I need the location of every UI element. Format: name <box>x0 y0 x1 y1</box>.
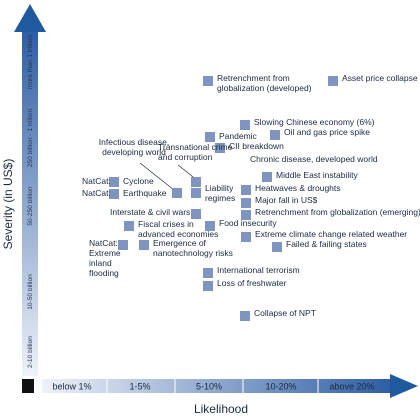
marker-fiscal-crises-in-advanced-economies <box>124 221 134 231</box>
risk-point-failed-failing-states: Failed & failing states <box>272 239 367 252</box>
y-tick-10-50-billion: 10-50 billion <box>27 274 34 310</box>
label-interstate-civil-wars: Interstate & civil wars <box>110 207 190 217</box>
y-axis-ticks: 2-10 billion 10-50 billion 50-250 billion 2… <box>27 35 34 368</box>
y-tick-50-250-billion: 50-250 billion <box>27 186 34 226</box>
label-liability-regimes: Liability regimes <box>205 183 235 203</box>
risk-point-cii-breakdown: CII breakdown <box>215 141 284 153</box>
risk-point-interstate-civil-wars: Interstate & civil wars <box>110 207 201 219</box>
marker-pandemic <box>205 132 215 142</box>
risk-point-fiscal-crises-in-advanced-economies: Fiscal crises in advanced economies <box>124 219 218 239</box>
risk-point-natcat-earthquake: NatCat: Earthquake <box>82 188 167 199</box>
marker-retrenchment-from-globalization-emerging <box>241 210 251 220</box>
label-transnational-crime-and-corruption: Transnational crime and corruption <box>158 142 233 162</box>
axis-origin-square <box>22 379 34 393</box>
risk-point-major-fall-in-us: Major fall in US$ <box>241 195 318 208</box>
label-major-fall-in-us: Major fall in US$ <box>255 195 318 205</box>
risk-point-asset-price-collapse: Asset price collapse <box>328 73 418 86</box>
marker-food-insecurity <box>205 221 215 231</box>
y-tick-more-than-1-trillion: more than 1 trillion <box>27 35 34 90</box>
label-slowing-chinese-economy-6: Slowing Chinese economy (6%) <box>254 117 375 127</box>
label-food-insecurity: Food insecurity <box>219 218 277 228</box>
x-axis-ticks: below 1% 1-5% 5-10% 10-20% above 20% <box>52 379 375 393</box>
marker-loss-of-freshwater <box>203 281 213 291</box>
marker-emergence-of-nanotechnology-risks <box>139 240 149 250</box>
risk-point-slowing-chinese-economy-6: Slowing Chinese economy (6%) <box>240 117 375 130</box>
risk-point-extreme-climate-change-related-weather: Extreme climate change related weather <box>241 229 407 242</box>
risk-point-infectious-disease-developing-world: Infectious disease, developing world <box>99 137 182 198</box>
marker-slowing-chinese-economy-6 <box>240 120 250 130</box>
label-infectious-disease-developing-world: Infectious disease, developing world <box>99 137 169 157</box>
risk-point-international-terrorism: International terrorism <box>203 265 300 278</box>
label-natcat-earthquake: NatCat: Earthquake <box>82 188 167 198</box>
marker-natcat-cyclone <box>109 177 119 187</box>
risk-point-retrenchment-from-globalization-emerging: Retrenchment from globalization (emergin… <box>241 207 420 220</box>
label-natcat-cyclone: NatCat: Cyclone <box>82 176 154 186</box>
risk-points: Retrenchment from globalization (develope… <box>82 73 420 321</box>
marker-transnational-crime-and-corruption <box>191 177 201 187</box>
x-axis-arrow <box>390 374 418 398</box>
label-collapse-of-npt: Collapse of NPT <box>254 308 316 318</box>
risk-point-emergence-of-nanotechnology-risks: Emergence of nanotechnology risks <box>139 238 233 258</box>
label-natcat-extreme-inland-flooding: NatCat: Extreme inland flooding <box>89 238 121 278</box>
risk-point-transnational-crime-and-corruption: Transnational crime and corruption <box>158 142 233 187</box>
y-axis-arrow <box>14 4 46 32</box>
y-axis-bar <box>22 32 38 376</box>
label-cii-breakdown: CII breakdown <box>229 141 284 151</box>
marker-liability-regimes <box>191 188 201 198</box>
label-failed-failing-states: Failed & failing states <box>286 239 367 249</box>
label-heatwaves-droughts: Heatwaves & droughts <box>255 183 341 193</box>
label-retrenchment-from-globalization-emerging: Retrenchment from globalization (emergin… <box>255 207 420 217</box>
x-tick-10-20: 10-20% <box>265 382 296 392</box>
marker-natcat-earthquake <box>109 189 119 199</box>
marker-oil-and-gas-price-spike <box>270 130 280 140</box>
risk-point-chronic-disease-developed-world: Chronic disease, developed world <box>250 154 378 164</box>
y-tick-250-billion-1-trillion: 250 billion - 1 trillion <box>27 109 34 168</box>
marker-failed-failing-states <box>272 242 282 252</box>
label-middle-east-instability: Middle East instability <box>276 170 358 180</box>
label-chronic-disease-developed-world: Chronic disease, developed world <box>250 154 378 164</box>
label-asset-price-collapse: Asset price collapse <box>342 73 418 83</box>
x-tick-above-20: above 20% <box>329 382 374 392</box>
marker-heatwaves-droughts <box>241 185 251 195</box>
x-tick-1-5: 1-5% <box>129 382 150 392</box>
marker-cii-breakdown <box>215 143 225 153</box>
x-tick-below-1: below 1% <box>52 382 91 392</box>
marker-international-terrorism <box>203 268 213 278</box>
risk-point-middle-east-instability: Middle East instability <box>262 170 358 182</box>
label-fiscal-crises-in-advanced-economies: Fiscal crises in advanced economies <box>138 219 218 239</box>
y-axis-title: Severity (in US$) <box>1 159 15 250</box>
label-retrenchment-from-globalization-developed: Retrenchment from globalization (develope… <box>217 73 312 93</box>
risk-point-natcat-extreme-inland-flooding: NatCat: Extreme inland flooding <box>89 238 128 278</box>
risk-point-natcat-cyclone: NatCat: Cyclone <box>82 176 154 187</box>
label-extreme-climate-change-related-weather: Extreme climate change related weather <box>255 229 407 239</box>
risk-point-pandemic: Pandemic <box>205 131 258 142</box>
marker-major-fall-in-us <box>241 198 251 208</box>
risk-point-loss-of-freshwater: Loss of freshwater <box>203 278 287 291</box>
marker-middle-east-instability <box>262 172 272 182</box>
marker-extreme-climate-change-related-weather <box>241 232 251 242</box>
risk-point-retrenchment-from-globalization-developed: Retrenchment from globalization (develope… <box>203 73 312 93</box>
marker-retrenchment-from-globalization-developed <box>203 76 213 86</box>
marker-collapse-of-npt <box>240 311 250 321</box>
label-emergence-of-nanotechnology-risks: Emergence of nanotechnology risks <box>153 238 233 258</box>
x-axis-title: Likelihood <box>194 402 248 416</box>
risk-point-food-insecurity: Food insecurity <box>205 218 277 231</box>
label-international-terrorism: International terrorism <box>217 265 300 275</box>
x-axis-bar <box>42 379 390 393</box>
y-tick-2-10-billion: 2-10 billion <box>27 336 34 368</box>
risk-point-oil-and-gas-price-spike: Oil and gas price spike <box>270 127 370 140</box>
risk-point-collapse-of-npt: Collapse of NPT <box>240 308 316 321</box>
x-tick-5-10: 5-10% <box>196 382 222 392</box>
risk-point-liability-regimes: Liability regimes <box>191 183 235 203</box>
marker-interstate-civil-wars <box>191 209 201 219</box>
marker-natcat-extreme-inland-flooding <box>118 240 128 250</box>
label-loss-of-freshwater: Loss of freshwater <box>217 278 287 288</box>
label-oil-and-gas-price-spike: Oil and gas price spike <box>284 127 370 137</box>
marker-infectious-disease-developing-world <box>172 188 182 198</box>
marker-asset-price-collapse <box>328 76 338 86</box>
risk-point-heatwaves-droughts: Heatwaves & droughts <box>241 183 341 195</box>
label-pandemic: Pandemic <box>219 131 258 141</box>
